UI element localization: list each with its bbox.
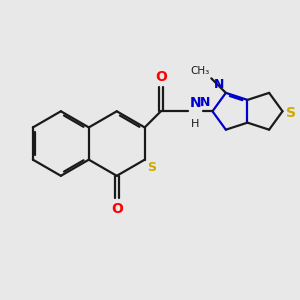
Text: S: S [147, 161, 156, 174]
Text: CH₃: CH₃ [190, 66, 210, 76]
Text: N: N [214, 78, 224, 91]
Text: S: S [286, 106, 296, 120]
Text: H: H [190, 119, 199, 129]
Text: N: N [200, 96, 211, 109]
Text: N: N [190, 96, 202, 110]
Text: O: O [111, 202, 123, 216]
Text: O: O [155, 70, 167, 84]
